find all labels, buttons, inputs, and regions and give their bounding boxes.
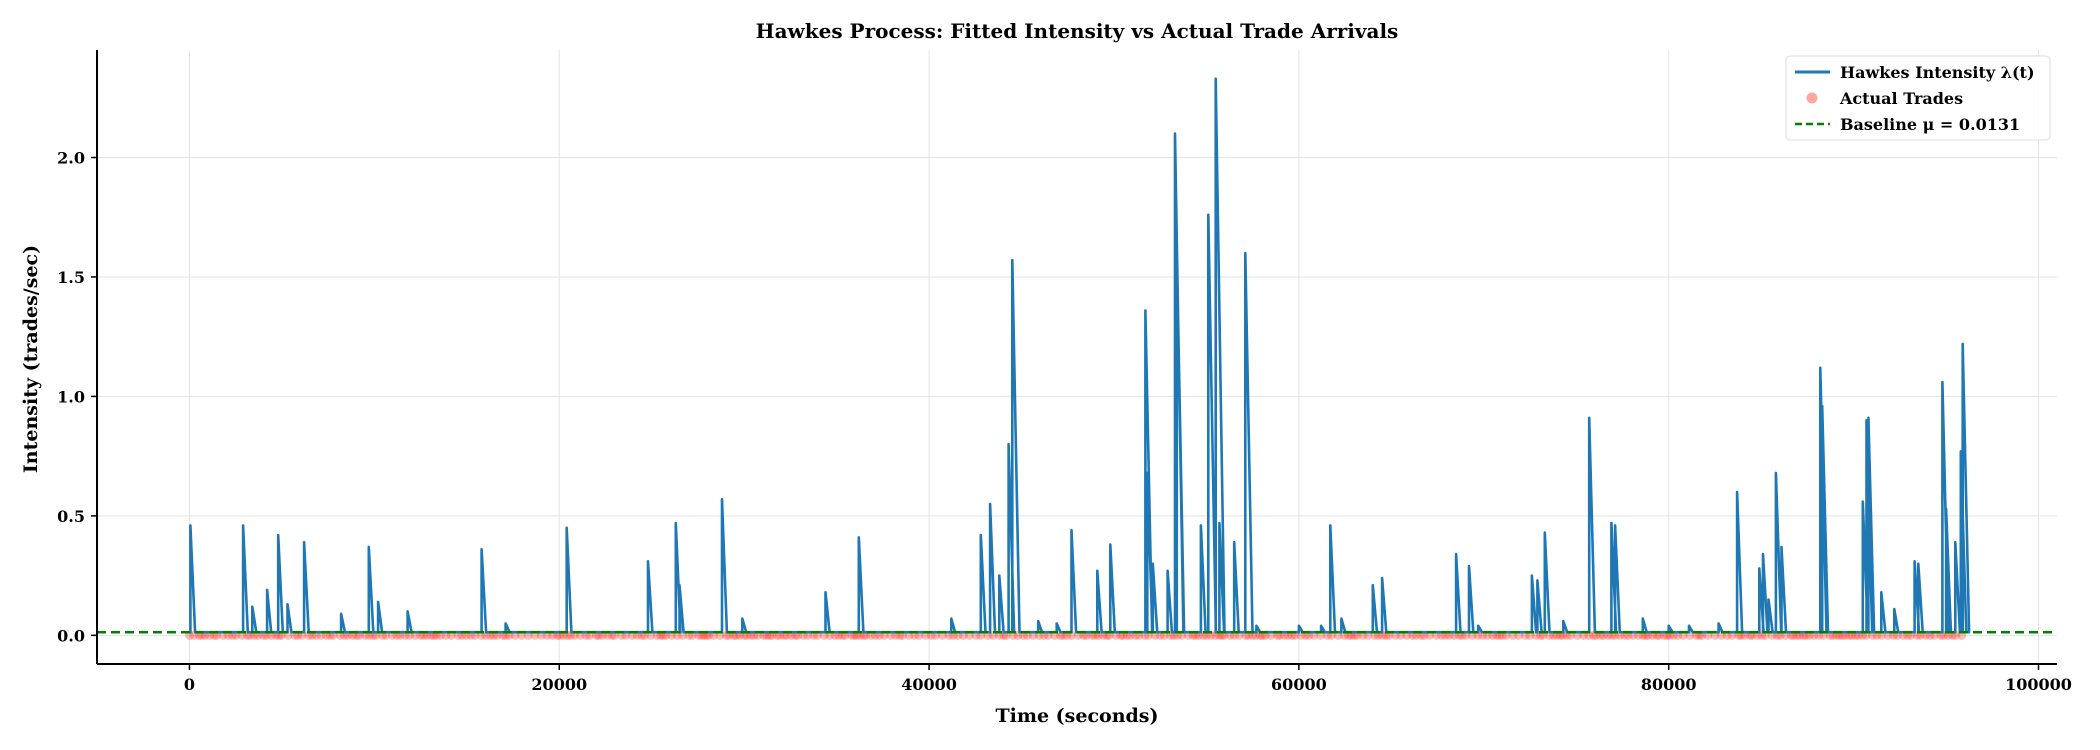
legend: Hawkes Intensity λ(t) Actual Trades Base…: [1785, 55, 2051, 141]
legend-baseline-label: Baseline μ = 0.0131: [1840, 115, 2020, 134]
chart-title: Hawkes Process: Fitted Intensity vs Actu…: [756, 19, 1399, 43]
x-axis-label: Time (seconds): [996, 705, 1159, 727]
x-tick-label: 0: [184, 675, 195, 694]
y-axis-label: Intensity (trades/sec): [20, 245, 42, 473]
legend-trades-label: Actual Trades: [1839, 89, 1963, 108]
x-tick-label: 20000: [531, 675, 587, 694]
x-axis-ticks: 0 20000 40000 60000 80000 100000: [184, 664, 2072, 694]
intensity-line: [189, 77, 1971, 634]
x-tick-label: 60000: [1271, 675, 1327, 694]
y-tick-label: 2.0: [57, 149, 85, 168]
legend-trades-swatch: [1806, 92, 1818, 104]
y-tick-label: 0.0: [57, 626, 85, 645]
x-tick-label: 80000: [1641, 675, 1697, 694]
y-axis-ticks: 0.0 0.5 1.0 1.5 2.0: [57, 149, 97, 645]
intensity-line-group: [189, 77, 1971, 634]
y-tick-label: 1.0: [57, 387, 85, 406]
x-tick-label: 40000: [901, 675, 957, 694]
gridlines: [97, 50, 2057, 664]
legend-frame: [1785, 55, 2051, 141]
x-tick-label: 100000: [2005, 675, 2072, 694]
y-tick-label: 1.5: [57, 268, 85, 287]
legend-intensity-label: Hawkes Intensity λ(t): [1840, 63, 2035, 82]
y-tick-label: 0.5: [57, 507, 85, 526]
